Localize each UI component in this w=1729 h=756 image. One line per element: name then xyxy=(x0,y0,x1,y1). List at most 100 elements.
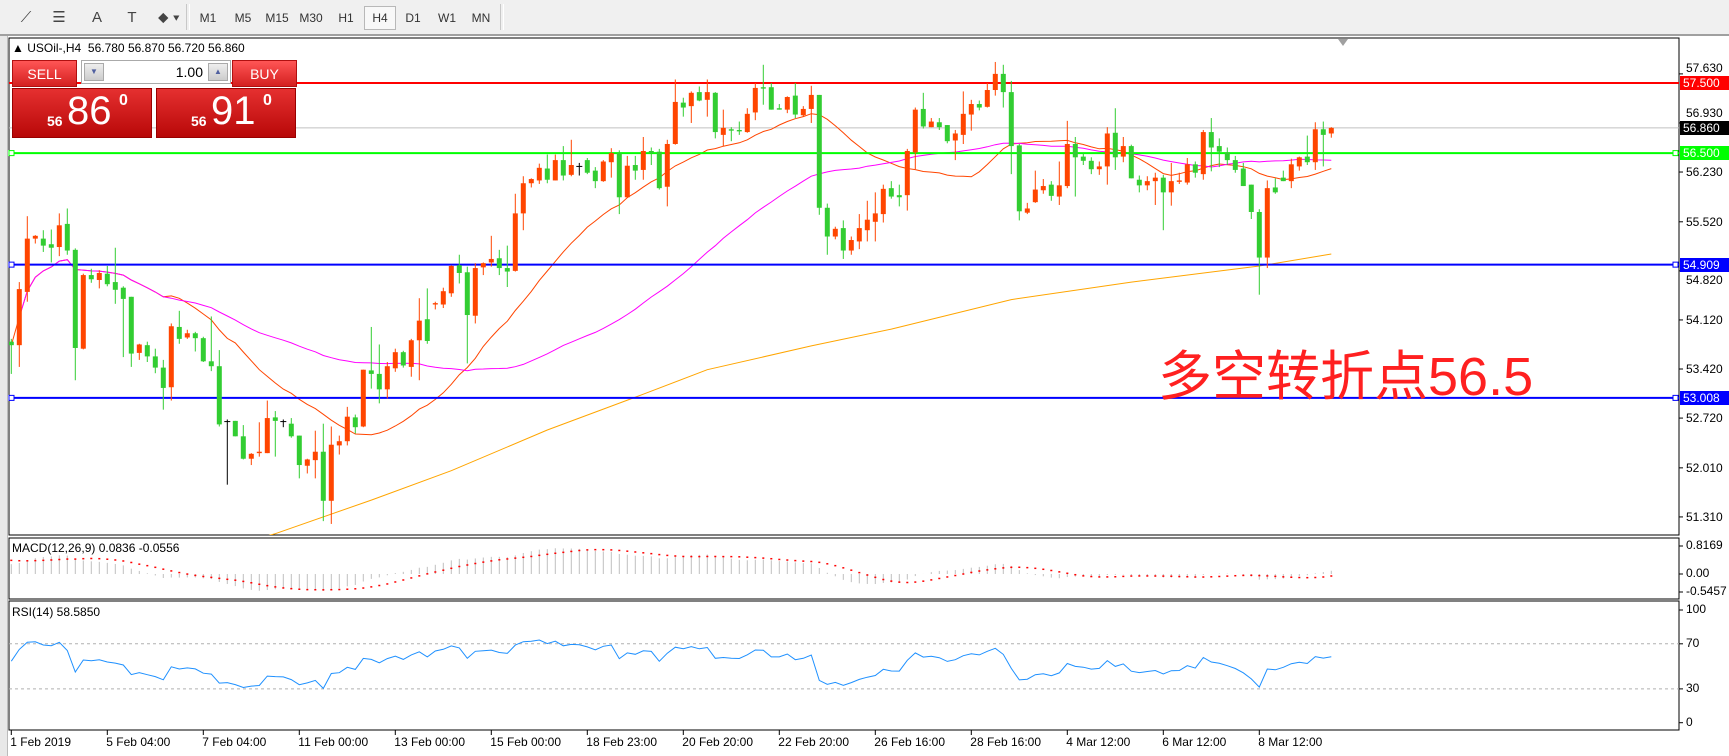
timeframe-d1[interactable]: D1 xyxy=(405,11,421,25)
candle-body xyxy=(424,319,430,341)
candle xyxy=(1136,175,1142,193)
candle-body xyxy=(512,213,518,271)
candle xyxy=(288,418,294,438)
candle-body xyxy=(288,423,294,437)
sell-price-box[interactable]: 56 86 0 xyxy=(12,88,152,138)
candle-body xyxy=(48,244,54,248)
chart-header: ▲ USOil-,H4 56.780 56.870 56.720 56.860 xyxy=(12,41,245,55)
candle-body xyxy=(1080,156,1086,161)
one-click-trading-panel: SELL ▼ 1.00 ▲ BUY 56 86 0 56 91 0 xyxy=(12,60,297,138)
price-axis-label: 51.310 xyxy=(1686,509,1723,524)
macd-signal-point xyxy=(738,556,741,558)
candle-body xyxy=(752,87,758,113)
candle-body xyxy=(912,109,918,153)
volume-input[interactable]: 1.00 xyxy=(175,64,203,80)
line-studies-icon[interactable]: ⟋ xyxy=(20,8,32,26)
macd-signal-point xyxy=(298,588,301,590)
candle-body xyxy=(1088,160,1094,170)
candle xyxy=(248,453,254,466)
candle xyxy=(336,435,342,455)
timeframe-w1[interactable]: W1 xyxy=(438,11,456,25)
rsi-axis-label: 0 xyxy=(1686,714,1693,729)
macd-axis-label: 0.8169 xyxy=(1686,538,1723,552)
macd-signal-point xyxy=(514,557,517,559)
volume-stepper[interactable]: ▼ 1.00 ▲ xyxy=(81,60,231,84)
candle xyxy=(488,235,494,267)
text-icon[interactable]: A xyxy=(91,8,102,26)
candle xyxy=(976,100,982,111)
candle-body xyxy=(528,179,534,184)
macd-signal-point xyxy=(290,587,293,590)
macd-signal-point xyxy=(266,584,269,587)
macd-signal-point xyxy=(890,580,893,582)
volume-decrease-button[interactable]: ▼ xyxy=(84,63,104,81)
candle xyxy=(208,316,214,372)
buy-price-box[interactable]: 56 91 0 xyxy=(156,88,296,138)
macd-signal-point xyxy=(10,559,13,562)
timeframe-mn[interactable]: MN xyxy=(471,11,491,25)
macd-signal-point xyxy=(826,563,829,565)
candle-body xyxy=(504,268,510,272)
buy-button[interactable]: BUY xyxy=(232,60,297,87)
macd-signal-point xyxy=(834,564,837,567)
macd-signal-point xyxy=(474,562,477,565)
candle xyxy=(760,64,766,105)
candle-body xyxy=(840,228,846,251)
candle-body xyxy=(696,92,702,101)
timeframe-h4[interactable]: H4 xyxy=(364,6,396,30)
macd-signal-point xyxy=(210,576,213,579)
macd-signal-point xyxy=(698,555,701,558)
chart-annotation[interactable]: 多空转折点56.5 xyxy=(1158,347,1534,407)
macd-signal-point xyxy=(1330,575,1333,577)
candle xyxy=(1160,174,1166,231)
arrows-icon[interactable]: ⬥ ▾ xyxy=(158,8,180,26)
candle xyxy=(320,423,326,522)
macd-signal-point xyxy=(306,588,309,591)
text-label-icon[interactable]: T xyxy=(127,8,137,26)
candle xyxy=(1176,172,1182,184)
timeframe-m1[interactable]: M1 xyxy=(199,11,217,25)
rsi-panel-frame xyxy=(8,600,1680,731)
candle-body xyxy=(1216,146,1222,152)
toolbar: ⟋ ☰ A T ⬥ ▾ M1 M5 M15 M30 H1 H4 D1 W1 MN xyxy=(0,0,1729,36)
candle-body xyxy=(640,150,646,170)
candle xyxy=(1216,138,1222,168)
collapse-triangle-icon[interactable]: ▲ xyxy=(12,41,28,55)
sell-button[interactable]: SELL xyxy=(12,60,77,87)
macd-signal-point xyxy=(770,557,773,560)
macd-signal-point xyxy=(274,586,277,588)
macd-signal-point xyxy=(874,576,877,579)
candle xyxy=(984,83,990,108)
macd-signal-point xyxy=(522,556,525,559)
macd-signal-point xyxy=(1034,567,1037,570)
candle-body xyxy=(1232,160,1238,170)
volume-increase-button[interactable]: ▲ xyxy=(208,63,228,81)
timeframe-m5[interactable]: M5 xyxy=(234,11,252,25)
candle-body xyxy=(448,265,454,294)
candle-body xyxy=(1120,146,1126,157)
candle-body xyxy=(56,225,62,248)
macd-signal-point xyxy=(1226,575,1229,577)
timeframe-m30[interactable]: M30 xyxy=(299,11,323,25)
candle xyxy=(128,296,134,367)
time-axis-label: 7 Feb 04:00 xyxy=(202,735,267,749)
macd-signal-point xyxy=(906,581,909,584)
candle-body xyxy=(520,183,526,214)
candle-body xyxy=(144,345,150,357)
macd-signal-point xyxy=(506,558,509,560)
ma-slow-line xyxy=(268,253,1332,535)
timeframe-h1[interactable]: H1 xyxy=(338,11,354,25)
candle-body xyxy=(544,168,550,180)
macd-signal-point xyxy=(714,555,717,558)
macd-signal-point xyxy=(938,577,941,580)
candle-body xyxy=(9,341,14,346)
fibonacci-icon[interactable]: ☰ xyxy=(52,9,66,26)
timeframe-m15[interactable]: M15 xyxy=(265,11,289,25)
candle xyxy=(904,148,910,211)
candle xyxy=(32,235,38,244)
candle xyxy=(528,178,534,188)
candle xyxy=(424,288,430,344)
macd-signal-point xyxy=(722,555,725,558)
line-handle-icon xyxy=(8,261,15,268)
candle-body xyxy=(600,161,606,182)
